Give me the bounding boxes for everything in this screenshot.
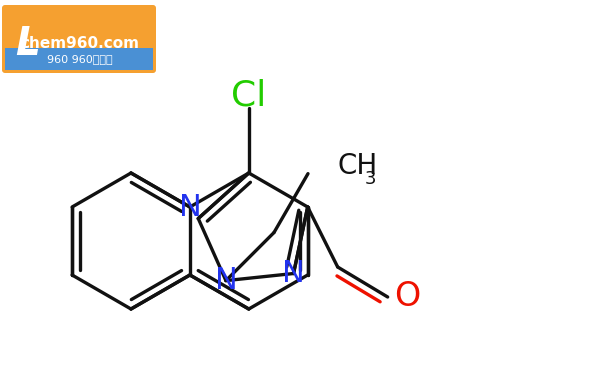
Text: Cl: Cl	[231, 78, 266, 112]
FancyBboxPatch shape	[2, 5, 156, 73]
Text: O: O	[394, 280, 421, 314]
Text: CH: CH	[338, 152, 378, 180]
Text: N: N	[178, 192, 201, 222]
Text: 960 960化工网: 960 960化工网	[47, 54, 113, 64]
Text: chem960.com: chem960.com	[21, 36, 140, 51]
Bar	[5, 48, 153, 70]
Text: N: N	[282, 259, 305, 288]
Text: L: L	[15, 25, 40, 63]
Text: 3: 3	[365, 170, 376, 188]
Text: N: N	[215, 266, 237, 295]
